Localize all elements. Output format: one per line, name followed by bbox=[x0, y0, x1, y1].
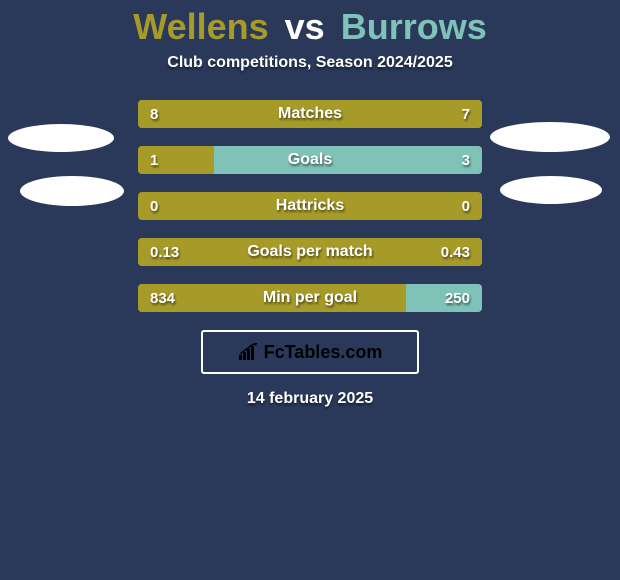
comparison-bars: 87Matches 13Goals 00Hattricks 0.130.43Goals… bbox=[138, 100, 482, 312]
player-right-badge-1 bbox=[490, 122, 610, 152]
brand-box[interactable]: FcTables.com bbox=[201, 330, 419, 374]
stat-row: 13Goals bbox=[138, 146, 482, 174]
stat-label: Matches bbox=[138, 100, 482, 128]
page-title: Wellens vs Burrows bbox=[0, 0, 620, 48]
stat-row: 834250Min per goal bbox=[138, 284, 482, 312]
stat-label: Goals bbox=[138, 146, 482, 174]
title-right-name: Burrows bbox=[341, 6, 487, 47]
brand-text: FcTables.com bbox=[264, 342, 383, 363]
stat-label: Min per goal bbox=[138, 284, 482, 312]
stat-row: 87Matches bbox=[138, 100, 482, 128]
player-right-badge-2 bbox=[500, 176, 602, 204]
player-left-badge-2 bbox=[20, 176, 124, 206]
bar-chart-icon bbox=[238, 343, 260, 361]
title-left-name: Wellens bbox=[133, 6, 268, 47]
comparison-card: Wellens vs Burrows Club competitions, Se… bbox=[0, 0, 620, 580]
stat-label: Hattricks bbox=[138, 192, 482, 220]
subtitle: Club competitions, Season 2024/2025 bbox=[0, 54, 620, 72]
stat-row: 00Hattricks bbox=[138, 192, 482, 220]
player-left-badge-1 bbox=[8, 124, 114, 152]
stat-label: Goals per match bbox=[138, 238, 482, 266]
stat-row: 0.130.43Goals per match bbox=[138, 238, 482, 266]
date-text: 14 february 2025 bbox=[0, 390, 620, 408]
title-vs: vs bbox=[285, 6, 325, 47]
